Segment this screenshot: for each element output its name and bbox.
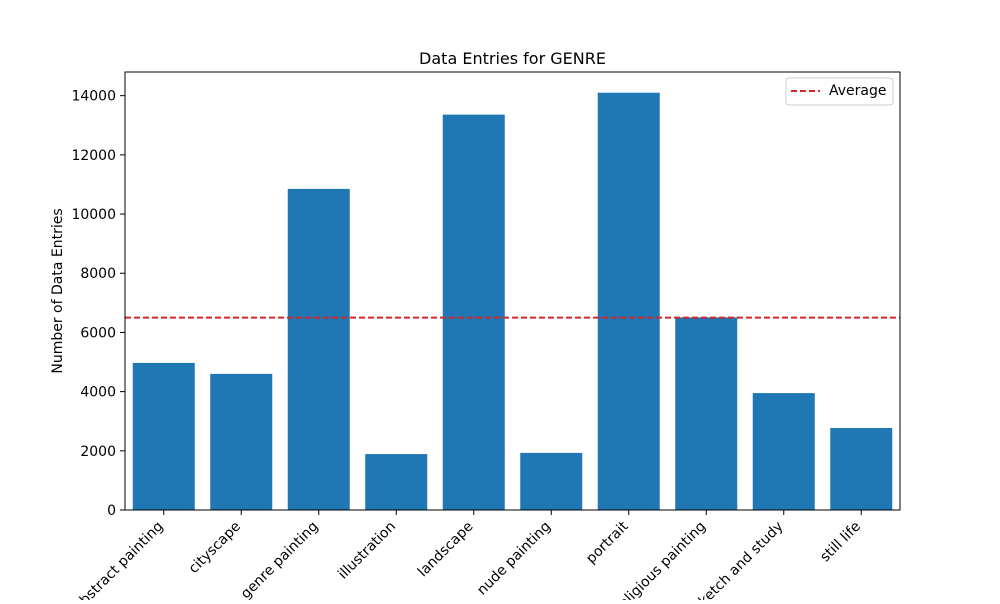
y-tick-label-3: 6000	[80, 325, 116, 341]
bar-4	[442, 114, 505, 511]
x-tick-label-9: still life	[817, 519, 864, 566]
legend: Average	[785, 77, 894, 106]
bar-1	[210, 373, 273, 510]
x-tick-label-6: portrait	[583, 518, 632, 567]
y-tick-label-4: 8000	[80, 266, 116, 282]
x-tick-label-4: landscape	[415, 519, 477, 581]
bar-6	[597, 92, 660, 510]
y-axis: 0 2000 4000 6000 8000 10000 12000 14000	[71, 89, 125, 519]
bar-7	[675, 317, 738, 510]
y-tick-label-0: 0	[107, 503, 116, 519]
bar-8	[752, 393, 815, 510]
y-tick-label-6: 12000	[71, 148, 116, 164]
y-tick-label-7: 14000	[71, 89, 116, 105]
chart-title: Data Entries for GENRE	[419, 49, 606, 68]
legend-average-label: Average	[829, 83, 887, 99]
y-tick-label-2: 4000	[80, 385, 116, 401]
x-tick-label-3: illustration	[335, 519, 399, 583]
x-tick-label-5: nude painting	[474, 519, 554, 599]
y-axis-label: Number of Data Entries	[50, 208, 66, 373]
bar-3	[365, 454, 428, 510]
x-tick-label-2: genre painting	[238, 519, 322, 600]
bars-group	[132, 92, 893, 511]
bar-5	[520, 452, 583, 510]
x-tick-label-0: abstract painting	[71, 519, 167, 600]
x-tick-label-1: cityscape	[186, 519, 244, 577]
plot-frame	[124, 71, 901, 511]
bar-0	[132, 362, 195, 510]
bar-9	[830, 428, 893, 510]
y-tick-label-1: 2000	[80, 444, 116, 460]
y-tick-label-5: 10000	[71, 207, 116, 223]
legend-box	[785, 77, 894, 106]
bar-2	[287, 188, 350, 510]
